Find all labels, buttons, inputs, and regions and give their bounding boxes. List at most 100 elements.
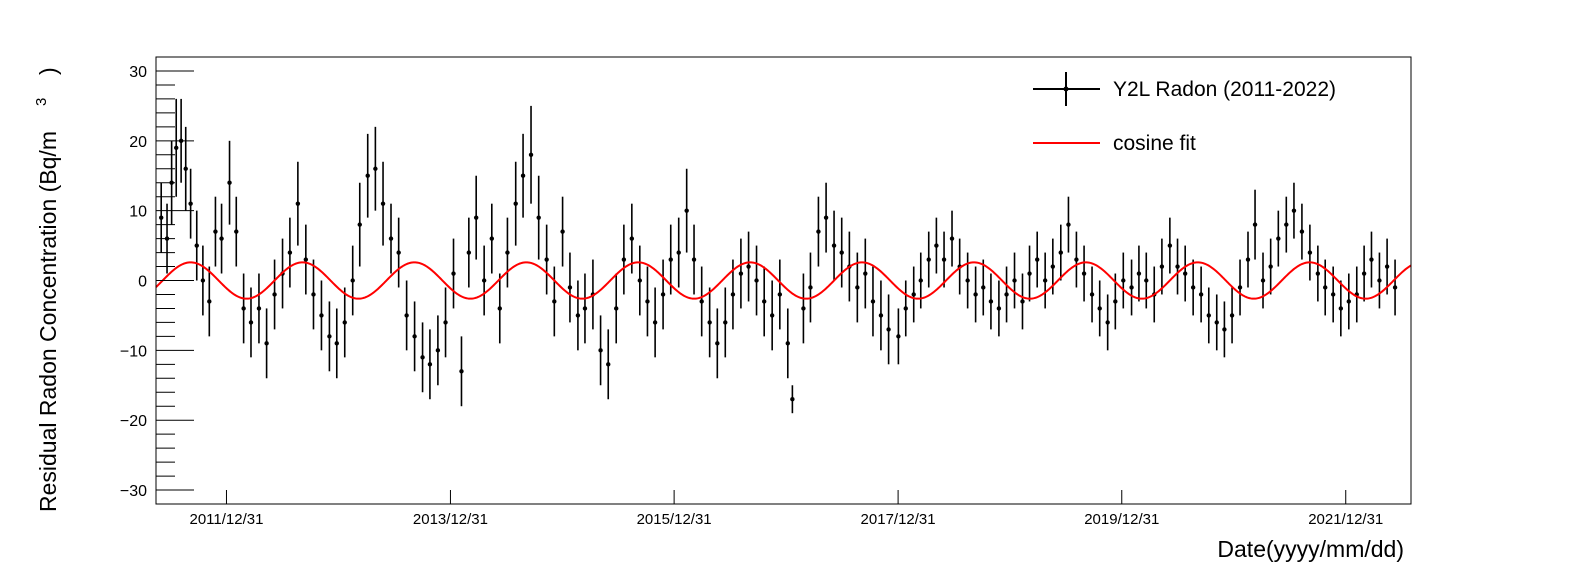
- data-point: [934, 243, 939, 248]
- data-point: [241, 306, 246, 311]
- data-point: [473, 215, 479, 220]
- data-point: [1307, 250, 1313, 255]
- data-point: [1330, 292, 1336, 297]
- data-point: [350, 278, 355, 283]
- data-point: [1384, 264, 1390, 269]
- data-point: [1074, 257, 1079, 262]
- data-point: [200, 278, 206, 283]
- data-point: [481, 278, 487, 283]
- data-point: [808, 285, 813, 290]
- data-point: [801, 306, 806, 311]
- data-point: [981, 285, 986, 290]
- data-point: [552, 299, 557, 304]
- data-point: [855, 285, 860, 290]
- data-point: [357, 222, 362, 227]
- data-point: [1346, 299, 1352, 304]
- data-point: [1323, 285, 1328, 290]
- y-tick-label: −30: [120, 483, 147, 500]
- data-point: [988, 299, 994, 304]
- data-point: [614, 306, 619, 311]
- data-point: [668, 257, 673, 262]
- data-point: [1198, 292, 1204, 297]
- data-point: [769, 313, 775, 318]
- x-tick-label: 2021/12/31: [1308, 511, 1383, 528]
- data-point: [1291, 208, 1297, 213]
- data-point: [272, 292, 277, 297]
- data-point: [1260, 278, 1266, 283]
- data-point: [1284, 222, 1289, 227]
- data-point: [1144, 278, 1149, 283]
- data-point: [684, 208, 689, 213]
- data-point: [1097, 306, 1102, 311]
- data-point: [1034, 257, 1040, 262]
- data-point: [1175, 264, 1180, 269]
- legend-marker-data-point: [1063, 86, 1069, 92]
- data-point: [365, 173, 370, 178]
- data-point: [396, 250, 401, 255]
- data-point: [1020, 299, 1025, 304]
- data-point: [528, 152, 534, 157]
- data-point: [303, 257, 309, 262]
- y-tick-label: 10: [129, 204, 147, 221]
- y-tick-label: −10: [120, 343, 147, 360]
- data-point: [1182, 271, 1188, 276]
- data-point: [264, 341, 269, 346]
- data-point: [1268, 264, 1273, 269]
- data-layer: [159, 98, 1398, 414]
- data-point: [1113, 299, 1118, 304]
- data-point: [652, 320, 658, 325]
- data-point: [816, 229, 821, 234]
- data-point: [380, 201, 386, 206]
- data-point: [420, 355, 425, 360]
- data-point: [1121, 278, 1126, 283]
- data-point: [342, 320, 347, 325]
- data-point: [188, 201, 193, 206]
- data-point: [790, 397, 795, 402]
- data-point: [1012, 278, 1017, 283]
- data-point: [777, 292, 783, 297]
- data-point: [660, 292, 666, 297]
- legend: Y2L Radon (2011-2022) cosine fit: [1033, 72, 1336, 155]
- data-point: [1222, 327, 1227, 332]
- legend-label-fit: cosine fit: [1113, 132, 1196, 155]
- axes-layer: 30 20 10 0 −10 −20 −30 2011/12/31 2013/12/31 2015…: [120, 56, 1383, 528]
- data-point: [965, 278, 970, 283]
- data-point: [738, 271, 744, 276]
- data-point: [903, 306, 908, 311]
- data-point: [505, 250, 510, 255]
- data-point: [520, 173, 526, 178]
- cosine-fit-line: [155, 261, 1412, 300]
- data-point: [621, 257, 627, 262]
- fit-layer: [155, 261, 1412, 300]
- data-point: [183, 166, 188, 171]
- data-point: [327, 334, 332, 339]
- data-point: [295, 201, 301, 206]
- data-point: [645, 299, 650, 304]
- legend-label-data: Y2L Radon (2011-2022): [1113, 78, 1336, 101]
- data-point: [730, 292, 736, 297]
- y-axis-title-superscript: 3: [33, 98, 50, 106]
- data-point: [1361, 271, 1367, 276]
- data-point: [723, 320, 728, 325]
- y-axis-title-close: ): [35, 67, 61, 75]
- data-point: [1105, 320, 1110, 325]
- data-point: [926, 257, 931, 262]
- data-point: [1214, 320, 1219, 325]
- data-point: [918, 278, 923, 283]
- data-point: [949, 236, 955, 241]
- data-point: [536, 215, 541, 220]
- data-point: [219, 236, 224, 241]
- y-tick-label: 20: [129, 134, 147, 151]
- data-point: [1081, 271, 1087, 276]
- data-point: [996, 306, 1002, 311]
- data-point: [334, 341, 339, 346]
- data-point: [1237, 285, 1243, 290]
- data-point: [404, 313, 409, 318]
- data-point: [911, 292, 916, 297]
- data-point: [746, 264, 751, 269]
- data-point: [1129, 285, 1134, 290]
- data-point: [1315, 271, 1321, 276]
- data-point: [1369, 257, 1374, 262]
- x-tick-label: 2015/12/31: [637, 511, 712, 528]
